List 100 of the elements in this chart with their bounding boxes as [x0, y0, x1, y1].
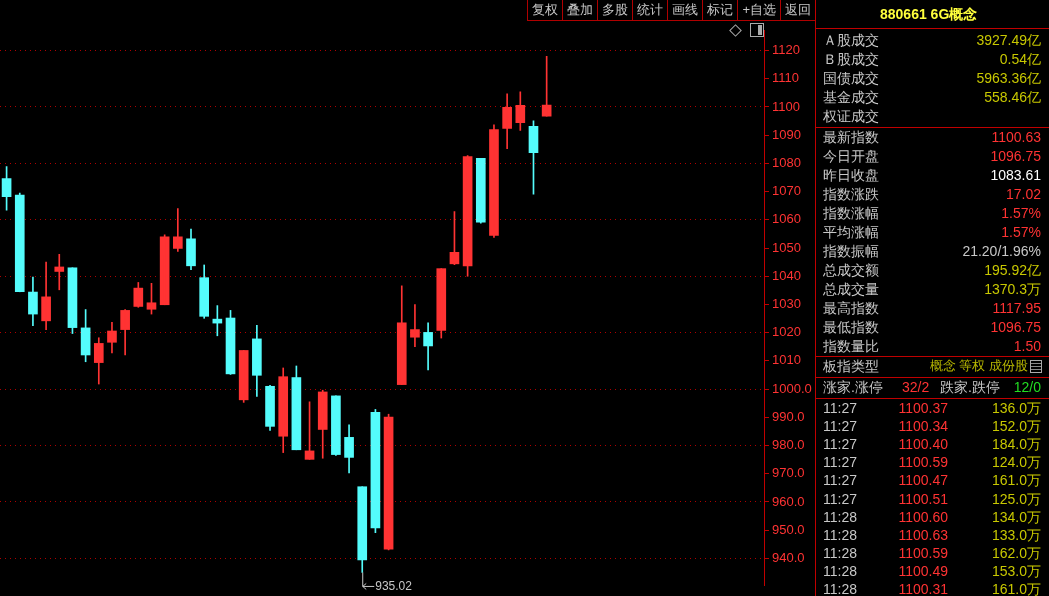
text: 11:28 — [823, 561, 857, 580]
text: Ｂ股成交 — [823, 50, 879, 68]
text: 多股 — [597, 0, 633, 20]
text: 1096.75 — [990, 147, 1041, 165]
text: 指数涨幅 — [823, 204, 879, 222]
text: 1.57% — [1001, 223, 1041, 241]
text: 11:28 — [823, 580, 857, 596]
text: 1096.75 — [990, 318, 1041, 336]
y-tick-label: 1020 — [772, 324, 801, 340]
text: 136.0万 — [991, 399, 1041, 417]
text: 1100.34 — [898, 417, 948, 436]
text: +自选 — [737, 0, 780, 20]
text: 最高指数 — [823, 299, 879, 317]
text: 11:27 — [823, 453, 857, 472]
text: 跌家.跌停 — [940, 378, 1000, 396]
text: 161.0万 — [991, 471, 1041, 490]
y-tick-label: 1080 — [772, 154, 801, 170]
text: 平均涨幅 — [823, 223, 879, 241]
text: 21.20/1.96% — [962, 242, 1041, 260]
text: 最低指数 — [823, 318, 879, 336]
y-tick-label: 990.0 — [772, 408, 805, 424]
text: 板指类型 — [823, 357, 879, 375]
text: 国债成交 — [823, 69, 879, 87]
text: 11:28 — [823, 507, 857, 526]
text: 返回 — [780, 0, 815, 20]
text: 11:27 — [823, 399, 857, 417]
text: 涨家.涨停 — [823, 378, 883, 396]
y-tick-label: 960.0 — [772, 493, 805, 509]
text: 0.54亿 — [999, 50, 1041, 68]
text: 17.02 — [1005, 185, 1041, 203]
text: 11:28 — [823, 543, 857, 562]
text: 5963.36亿 — [976, 69, 1041, 87]
y-tick-label: 1000.0 — [772, 380, 812, 396]
candlestick — [410, 304, 420, 348]
y-tick-label: 1040 — [772, 267, 801, 283]
y-tick-label: 980.0 — [772, 437, 805, 453]
text: 1370.3万 — [984, 280, 1041, 298]
text: 125.0万 — [991, 489, 1041, 508]
y-tick-label: 940.0 — [772, 549, 805, 565]
text: 1100.59 — [898, 543, 948, 562]
text: 3927.49亿 — [976, 31, 1041, 49]
y-tick-label: 1090 — [772, 126, 801, 142]
text: 1100.60 — [898, 507, 948, 526]
text: 11:27 — [823, 435, 857, 454]
text: 1100.31 — [898, 580, 948, 596]
y-tick-label: 1110 — [772, 70, 799, 86]
text: 指数量比 — [823, 337, 879, 355]
y-tick-label: 1120 — [772, 42, 800, 58]
text: 1.57% — [1001, 204, 1041, 222]
text: 1100.63 — [991, 128, 1041, 146]
text: 今日开盘 — [823, 147, 879, 165]
text: 1100.59 — [898, 453, 948, 472]
y-tick-label: 1010 — [772, 352, 801, 368]
y-tick-label: 970.0 — [772, 465, 805, 481]
text: 133.0万 — [991, 525, 1041, 544]
text: 124.0万 — [991, 453, 1041, 472]
text: 1.50 — [1013, 337, 1041, 355]
text: 1100.37 — [898, 399, 948, 417]
text: 558.46亿 — [984, 88, 1041, 106]
text: 总成交量 — [823, 280, 879, 298]
text: 153.0万 — [991, 561, 1041, 580]
text: 11:28 — [823, 525, 857, 544]
text: Ａ股成交 — [823, 31, 879, 49]
text: 叠加 — [562, 0, 598, 20]
text: 统计 — [632, 0, 668, 20]
text: 最新指数 — [823, 128, 879, 146]
text: 指数振幅 — [823, 242, 879, 260]
text: 11:27 — [823, 471, 857, 490]
text: 134.0万 — [991, 507, 1041, 526]
text: 880661 6G概念 — [880, 5, 978, 23]
text: 12/0 — [1013, 378, 1041, 396]
text: 1100.40 — [898, 435, 948, 454]
text: 复权 — [527, 0, 563, 20]
text: 总成交额 — [823, 261, 879, 279]
text: 161.0万 — [991, 580, 1041, 596]
text: 1100.49 — [898, 561, 948, 580]
text: 11:27 — [823, 489, 857, 508]
text: 概念 等权 成份股 — [929, 357, 1028, 375]
y-tick-label: 1070 — [772, 183, 801, 199]
text: 162.0万 — [991, 543, 1041, 562]
text: 1117.95 — [992, 299, 1041, 317]
text: 昨日收盘 — [823, 166, 879, 184]
y-tick-label: 1060 — [772, 211, 801, 227]
y-tick-label: 1050 — [772, 239, 801, 255]
text: 1100.51 — [898, 489, 948, 508]
text: 基金成交 — [823, 88, 879, 106]
text: 1083.61 — [990, 166, 1041, 184]
annotation: 935.02 — [375, 578, 413, 593]
text: 1100.63 — [898, 525, 948, 544]
text: 标记 — [702, 0, 738, 20]
y-tick-label: 950.0 — [772, 521, 805, 537]
text: 184.0万 — [991, 435, 1041, 454]
text: 1100.47 — [898, 471, 948, 490]
text: 195.92亿 — [984, 261, 1041, 279]
y-tick-label: 1100 — [772, 98, 800, 114]
text: 32/2 — [902, 378, 930, 396]
text: 152.0万 — [991, 417, 1041, 436]
y-tick-label: 1030 — [772, 296, 801, 312]
text: 11:27 — [823, 417, 857, 436]
text: 权证成交 — [823, 107, 879, 125]
